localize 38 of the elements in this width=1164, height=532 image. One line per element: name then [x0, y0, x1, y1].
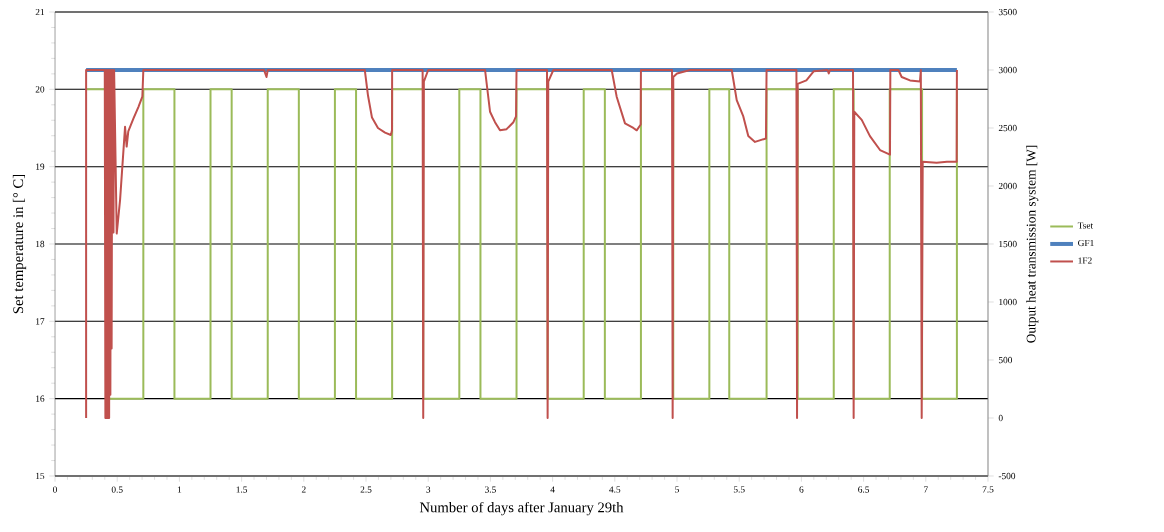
y2-tick-label: 3500 [998, 8, 1017, 16]
x-tick-label: 4.5 [609, 486, 621, 493]
x-tick-label: 5 [675, 486, 679, 493]
y-tick-label: 19 [36, 163, 45, 170]
x-tick-label: 4 [550, 486, 555, 493]
x-tick-label: 6 [799, 486, 804, 493]
x-tick-label: 2 [301, 486, 306, 493]
y-tick-label: 20 [35, 86, 45, 93]
x-tick-label: 2.5 [360, 486, 372, 493]
y2-tick-label: 1000 [999, 298, 1017, 306]
y-tick-label: 21 [35, 8, 45, 16]
legend-label: Tset [1077, 222, 1094, 229]
y-tick-label: 15 [36, 472, 45, 480]
y-tick-label: 16 [36, 395, 45, 402]
legend-label: 1F2 [1078, 257, 1092, 264]
x-tick-label: 1.5 [236, 486, 248, 493]
y-axis-title: Set temperature in [° C] [12, 174, 27, 314]
x-tick-label: 0 [53, 486, 57, 493]
y2-tick-label: 0 [998, 414, 1003, 422]
x-tick-label: 6.5 [858, 486, 870, 493]
x-tick-label: 5.5 [733, 486, 745, 493]
y2-tick-label: 500 [998, 356, 1013, 364]
y2-axis-title: Output heat transmission system [W] [1026, 145, 1039, 343]
x-tick-label: 7 [924, 486, 928, 493]
y-tick-label: 17 [36, 318, 45, 325]
x-tick-label: 7.5 [982, 486, 994, 493]
y-tick-label: 18 [36, 240, 45, 248]
y2-tick-label: 3000 [998, 66, 1017, 74]
x-tick-label: 3.5 [485, 486, 496, 493]
legend-label: GF1 [1078, 239, 1094, 247]
y2-tick-label: 2500 [998, 124, 1017, 132]
x-tick-label: 0.5 [111, 486, 123, 493]
y2-tick-label: 2000 [998, 182, 1017, 190]
x-tick-label: 1 [177, 486, 182, 493]
x-tick-label: 3 [426, 486, 431, 493]
y2-tick-label: -500 [998, 472, 1016, 480]
y2-tick-label: 1500 [999, 240, 1017, 248]
x-axis-title: Number of days after January 29th [419, 501, 624, 516]
